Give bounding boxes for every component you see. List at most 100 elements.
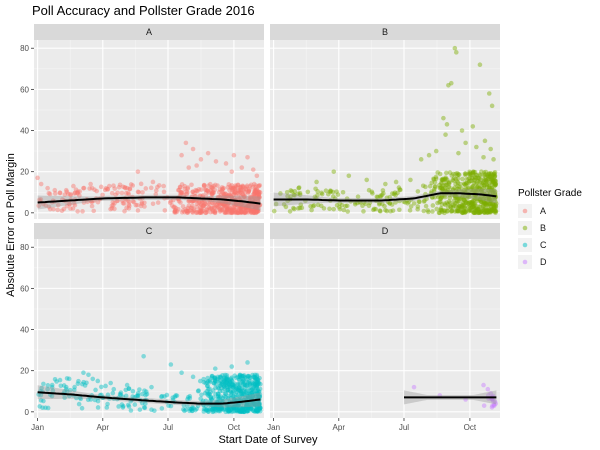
data-point <box>450 202 455 208</box>
data-point <box>484 200 490 206</box>
data-point <box>209 189 214 195</box>
data-point <box>170 395 176 400</box>
data-point <box>458 204 463 210</box>
y-tick-label: 20 <box>20 168 29 177</box>
data-point <box>483 201 488 206</box>
data-point <box>434 206 440 212</box>
legend-label-d: D <box>540 257 547 267</box>
data-point <box>243 376 249 381</box>
data-point <box>251 389 256 394</box>
data-point <box>254 380 260 385</box>
data-point <box>252 190 257 195</box>
data-point <box>123 190 129 196</box>
data-point <box>361 209 366 214</box>
data-point <box>253 205 258 211</box>
data-point <box>198 202 204 207</box>
data-point <box>474 207 480 212</box>
data-point <box>198 201 203 206</box>
data-point <box>470 200 476 205</box>
data-point <box>251 203 257 208</box>
data-point <box>319 191 325 197</box>
data-point <box>432 194 438 200</box>
data-point <box>168 403 174 409</box>
data-point <box>446 181 451 186</box>
data-point <box>470 171 476 176</box>
data-point <box>429 180 435 186</box>
data-point <box>256 183 261 189</box>
data-point <box>464 200 469 206</box>
data-point <box>390 191 395 196</box>
data-point <box>72 387 77 393</box>
data-point <box>233 190 238 195</box>
data-point <box>239 209 244 214</box>
data-point <box>492 177 497 183</box>
data-point <box>417 199 422 205</box>
data-point <box>92 397 98 403</box>
data-point <box>444 177 450 182</box>
data-point <box>255 407 261 413</box>
data-point <box>120 405 126 410</box>
data-point <box>251 390 256 395</box>
data-point <box>218 394 223 399</box>
data-point <box>473 172 479 178</box>
data-point <box>186 165 192 170</box>
data-point <box>210 406 216 412</box>
data-point <box>211 205 217 211</box>
y-tick-label: 20 <box>20 367 29 376</box>
data-point <box>441 208 447 213</box>
data-point <box>253 391 258 397</box>
data-point <box>197 210 202 216</box>
data-point <box>487 196 492 202</box>
data-point <box>481 210 487 215</box>
data-point <box>257 195 262 200</box>
data-point <box>246 202 251 207</box>
x-tick-label: Oct <box>228 423 241 432</box>
data-point <box>255 381 260 387</box>
data-point <box>225 202 230 208</box>
data-point <box>254 408 259 414</box>
data-point <box>489 185 494 191</box>
data-point <box>53 191 58 196</box>
data-point <box>245 402 251 408</box>
data-point <box>215 378 220 383</box>
data-point <box>237 408 243 414</box>
data-point <box>440 177 446 183</box>
data-point <box>455 205 461 211</box>
data-point <box>224 384 230 389</box>
data-point <box>255 391 260 397</box>
data-point <box>486 187 491 193</box>
data-point <box>331 169 337 174</box>
data-point <box>246 373 252 379</box>
data-point <box>256 402 262 408</box>
data-point <box>471 169 476 175</box>
data-point <box>485 188 491 193</box>
data-point <box>187 207 193 213</box>
data-point <box>468 208 474 213</box>
data-point <box>119 198 125 203</box>
data-point <box>341 207 347 213</box>
data-point <box>223 391 228 396</box>
data-point <box>229 375 234 381</box>
data-point <box>252 188 257 194</box>
data-point <box>251 401 256 407</box>
data-point <box>251 210 257 216</box>
data-point <box>109 206 115 211</box>
data-point <box>257 183 263 188</box>
data-point <box>253 190 259 195</box>
data-point <box>211 200 217 206</box>
data-point <box>238 188 244 194</box>
data-point <box>119 190 125 196</box>
data-point <box>235 210 241 216</box>
data-point <box>253 377 259 382</box>
data-point <box>462 171 468 176</box>
data-point <box>176 187 182 193</box>
data-point <box>455 172 460 178</box>
data-point <box>89 203 95 209</box>
data-point <box>149 384 154 390</box>
data-point <box>249 206 254 212</box>
data-point <box>241 409 247 415</box>
data-point <box>298 202 304 207</box>
data-point <box>426 209 431 215</box>
data-point <box>249 202 254 208</box>
data-point <box>459 204 464 209</box>
